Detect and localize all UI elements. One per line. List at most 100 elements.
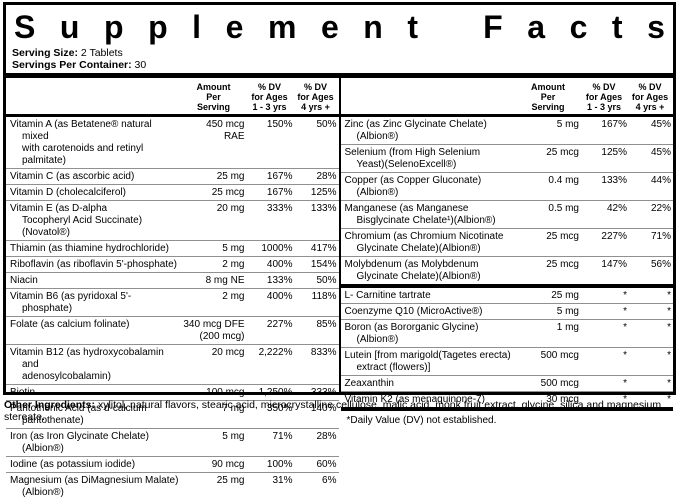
amount-cell: 5 mg bbox=[556, 119, 579, 130]
amount-cell: 25 mcg bbox=[211, 187, 245, 198]
table-row: Vitamin D (cholecalciferol) 25 mcg 167% 125… bbox=[6, 184, 339, 200]
title-letter bbox=[443, 9, 459, 45]
serving-info: Serving Size: 2 Tablets Servings Per Con… bbox=[6, 47, 673, 73]
dv-ages-4-plus-cell: 44% bbox=[650, 175, 671, 186]
amount-cell: 25 mg bbox=[551, 290, 579, 301]
title-letter: u bbox=[59, 9, 80, 45]
amount-cell: 7 mg bbox=[222, 403, 245, 414]
dv-ages-4-plus-cell: 45% bbox=[650, 147, 671, 158]
dv-ages-4-plus-cell: 71% bbox=[650, 231, 671, 242]
right-column-rows: Zinc (as Zinc Glycinate Chelate)(Albion®… bbox=[340, 117, 673, 284]
dv-ages-4-plus-cell: 28% bbox=[316, 171, 337, 182]
dv-ages-4-plus-cell: 6% bbox=[322, 475, 337, 486]
dv-ages-1-3-cell: 1,250% bbox=[258, 387, 293, 398]
title-letter: m bbox=[267, 9, 297, 45]
title-letter: e bbox=[320, 9, 339, 45]
dv-ages-1-3-cell: 2,222% bbox=[258, 347, 293, 358]
amount-cell: 25 mcg bbox=[546, 231, 579, 242]
left-column-header: Amount Per Serving % DV for Ages 1 - 3 y… bbox=[6, 78, 339, 117]
dv-ages-1-3-cell: * bbox=[623, 350, 627, 361]
amount-cell: 0.5 mg bbox=[548, 203, 579, 214]
dv-ages-4-plus-cell: 833% bbox=[310, 347, 337, 358]
title-letter: l bbox=[192, 9, 202, 45]
dv-ages-4-plus-cell: 118% bbox=[311, 291, 337, 302]
table-row: Folate (as calcium folinate) 340 mcg DFE … bbox=[6, 316, 339, 344]
dv-ages-1-3-cell: 400% bbox=[266, 291, 293, 302]
dv-ages-1-3-cell: 133% bbox=[266, 275, 293, 286]
title-letter: F bbox=[483, 9, 503, 45]
amount-cell: 2 mg bbox=[222, 259, 245, 270]
header-amount-per-serving: Amount Per Serving bbox=[531, 82, 565, 112]
other-ingredients-label: Other Ingredients: bbox=[4, 399, 96, 411]
nutrient-name: Zeaxanthin bbox=[344, 378, 394, 389]
amount-cell: 2 mg bbox=[222, 291, 245, 302]
dv-ages-1-3-cell: * bbox=[623, 394, 627, 405]
dv-ages-4-plus-cell: * bbox=[667, 394, 671, 405]
dv-ages-4-plus-cell: 50% bbox=[316, 275, 337, 286]
right-column-header: Amount Per Serving % DV for Ages 1 - 3 y… bbox=[340, 78, 673, 117]
nutrient-name: Manganese (as Manganese Bisglycinate Che… bbox=[344, 203, 496, 226]
title-letter: t bbox=[407, 9, 419, 45]
header-dv-ages-1-3: % DV for Ages 1 - 3 yrs bbox=[251, 82, 288, 112]
nutrient-name: Chromium (as Chromium Nicotinate Glycina… bbox=[344, 231, 504, 254]
amount-cell: 450 mcg RAE bbox=[206, 119, 245, 142]
table-row: Riboflavin (as riboflavin 5'-phosphate) 2… bbox=[6, 256, 339, 272]
nutrient-name: Vitamin E (as D-alpha Tocopheryl Acid Su… bbox=[10, 203, 143, 238]
amount-cell: 30 mcg bbox=[546, 394, 579, 405]
dv-ages-1-3-cell: 1000% bbox=[261, 243, 293, 254]
servings-per-container-label: Servings Per Container: bbox=[12, 59, 132, 71]
nutrient-name: Vitamin D (cholecalciferol) bbox=[10, 187, 126, 198]
nutrient-name: Niacin bbox=[10, 275, 38, 286]
nutrient-name: Riboflavin (as riboflavin 5'-phosphate) bbox=[10, 259, 177, 270]
dv-ages-4-plus-cell: 333% bbox=[310, 387, 337, 398]
amount-cell: 100 mcg bbox=[206, 387, 245, 398]
dv-ages-4-plus-cell: 125% bbox=[310, 187, 337, 198]
amount-cell: 20 mg bbox=[216, 203, 245, 214]
servings-per-container-line: Servings Per Container: 30 bbox=[12, 59, 673, 71]
dv-ages-1-3-cell: 31% bbox=[272, 475, 293, 486]
nutrient-name: Lutein [from marigold(Tagetes erecta) ex… bbox=[344, 350, 511, 373]
dv-ages-1-3-cell: * bbox=[623, 306, 627, 317]
table-row: Selenium (from High Selenium Yeast)(Sele… bbox=[340, 144, 673, 172]
dv-ages-1-3-cell: 42% bbox=[606, 203, 627, 214]
table-row: Iodine (as potassium iodide) 90 mcg 100% 60… bbox=[6, 456, 339, 472]
left-column-rows: Vitamin A (as Betatene® natural mixed wi… bbox=[6, 117, 339, 500]
other-ingredients-text: xylitol, natural flavors, stearic acid, … bbox=[4, 399, 662, 423]
amount-cell: 5 mg bbox=[222, 431, 245, 442]
title-letter: p bbox=[148, 9, 168, 45]
title-letter: t bbox=[611, 9, 623, 45]
table-row: Iron (as Iron Glycinate Chelate)(Albion®… bbox=[6, 428, 339, 456]
header-amount-per-serving: Amount Per Serving bbox=[196, 82, 231, 112]
dv-ages-4-plus-cell: 140% bbox=[310, 403, 337, 414]
dv-ages-1-3-cell: 125% bbox=[601, 147, 627, 158]
amount-cell: 20 mcg bbox=[211, 347, 245, 358]
nutrient-name: Vitamin A (as Betatene® natural mixed wi… bbox=[10, 119, 152, 166]
amount-cell: 500 mcg bbox=[540, 378, 579, 389]
amount-cell: 340 mcg DFE (200 mcg) bbox=[183, 319, 245, 342]
title-letter: a bbox=[527, 9, 546, 45]
amount-cell: 8 mg NE bbox=[205, 275, 245, 286]
table-row: Vitamin B12 (as hydroxycobalamin and ade… bbox=[6, 344, 339, 384]
table-row: Copper (as Copper Gluconate)(Albion®) 0.4… bbox=[340, 172, 673, 200]
thick-divider-bar bbox=[6, 73, 673, 78]
serving-size-label: Serving Size: bbox=[12, 47, 78, 59]
dv-ages-4-plus-cell: 45% bbox=[650, 119, 671, 130]
dv-ages-4-plus-cell: * bbox=[667, 322, 671, 333]
dv-ages-4-plus-cell: 417% bbox=[310, 243, 337, 254]
dv-ages-4-plus-cell: 133% bbox=[310, 203, 337, 214]
table-row: Magnesium (as DiMagnesium Malate)(Albion… bbox=[6, 472, 339, 500]
amount-cell: 25 mcg bbox=[546, 259, 579, 270]
dv-ages-1-3-cell: 167% bbox=[266, 187, 293, 198]
dv-ages-1-3-cell: * bbox=[623, 290, 627, 301]
header-dv-ages-1-3: % DV for Ages 1 - 3 yrs bbox=[585, 82, 623, 112]
table-row: Thiamin (as thiamine hydrochloride) 5 mg 1… bbox=[6, 240, 339, 256]
table-row: Niacin 8 mg NE 133% 50% bbox=[6, 272, 339, 288]
dv-ages-1-3-cell: * bbox=[623, 378, 627, 389]
table-row: Coenzyme Q10 (MicroActive®) 5 mg * * bbox=[340, 303, 673, 319]
table-row: Boron (as Bororganic Glycine)(Albion®) 1 … bbox=[340, 319, 673, 347]
nutrient-name: Copper (as Copper Gluconate)(Albion®) bbox=[344, 175, 482, 198]
no-dv-section-rows: L- Carnitine tartrate 25 mg * * Coenzyme Q10… bbox=[340, 284, 673, 407]
dv-ages-4-plus-cell: 50% bbox=[316, 119, 337, 130]
